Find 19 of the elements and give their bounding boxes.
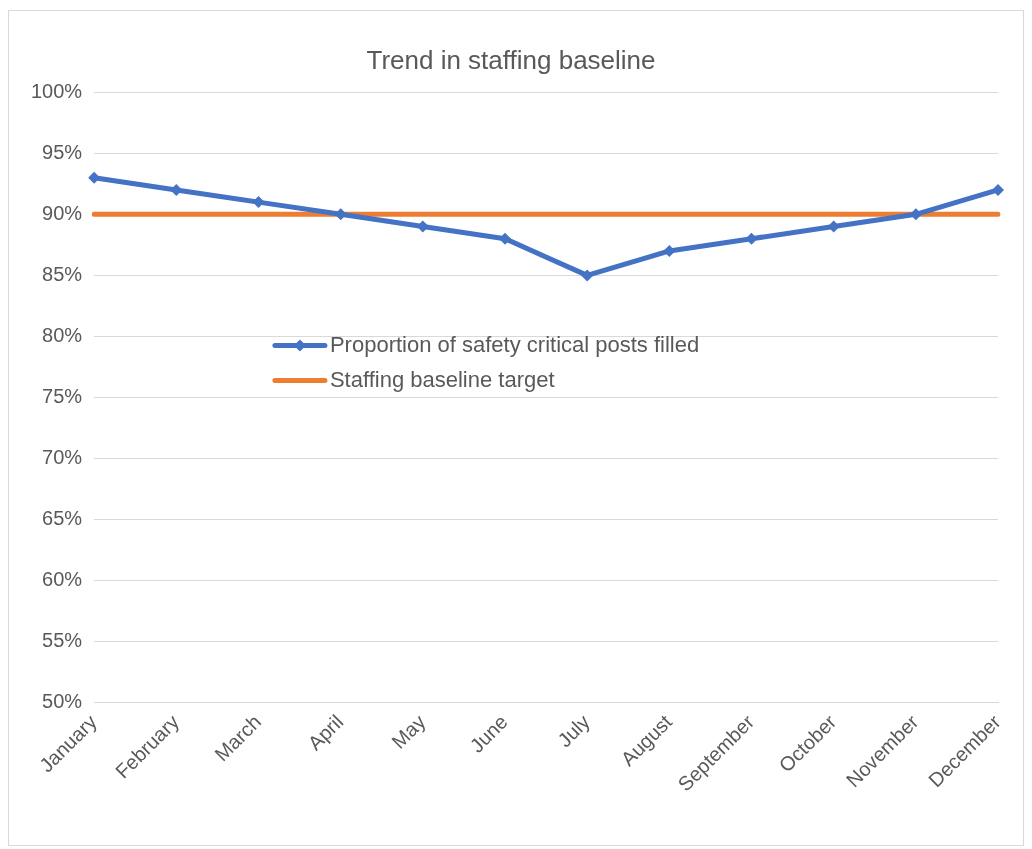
point (992, 183, 1005, 196)
y-tick-label: 90% (42, 201, 83, 224)
point (581, 269, 594, 282)
y-tick-label: 95% (42, 140, 83, 163)
x-tick-label: July (553, 710, 594, 752)
y-tick-label: 60% (42, 568, 83, 591)
y-tick-label: 100% (31, 79, 83, 102)
y-tick-label: 80% (42, 323, 83, 346)
y-tick-label: 85% (42, 262, 83, 285)
legend-label: Proportion of safety critical posts filled (329, 331, 700, 357)
y-tick-label: 55% (42, 629, 83, 652)
chart-title: Trend in staffing baseline (366, 44, 656, 75)
legend-label: Staffing baseline target (329, 366, 555, 392)
y-tick-label: 75% (42, 385, 83, 408)
point (499, 232, 512, 245)
y-tick-label: 70% (42, 446, 83, 469)
y-tick-label: 65% (42, 507, 83, 530)
x-tick-label: May (387, 710, 430, 753)
y-tick-label: 50% (42, 690, 83, 713)
